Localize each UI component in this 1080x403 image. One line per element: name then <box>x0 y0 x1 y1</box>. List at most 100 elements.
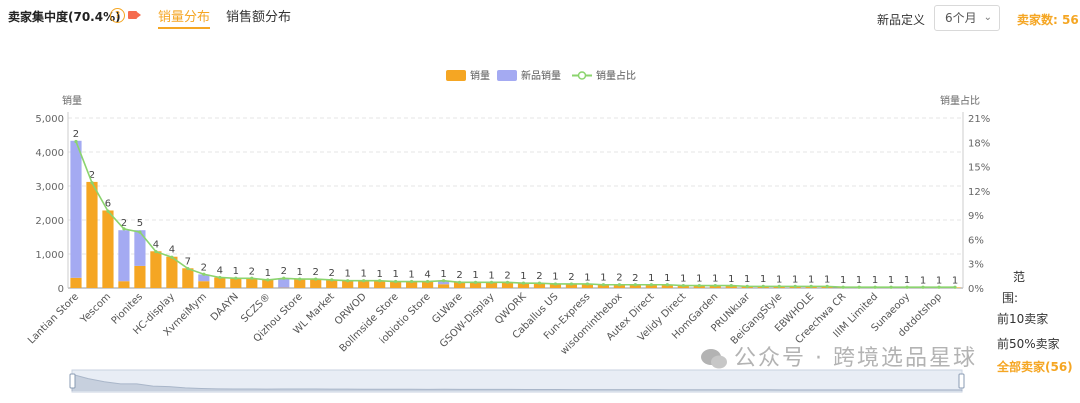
share-point <box>713 283 717 288</box>
bar-sales <box>182 268 194 288</box>
share-point <box>697 283 701 288</box>
bar-top-label: 4 <box>424 270 430 281</box>
bar-top-label: 1 <box>888 275 894 286</box>
bar-sales <box>166 256 178 288</box>
legend-label-0: 销量 <box>470 69 490 82</box>
share-point <box>825 284 829 288</box>
bar-new-sales <box>437 280 450 285</box>
share-point <box>218 275 222 280</box>
share-point <box>473 280 478 284</box>
bar-new-sales <box>198 274 210 282</box>
bar-top-label: 1 <box>824 275 830 286</box>
legend-swatch-1 <box>497 70 517 81</box>
y-right-tick: 15% <box>968 163 990 174</box>
tab-sales-distribution[interactable]: 销量分布 <box>158 6 211 29</box>
bar-sales <box>198 281 210 288</box>
share-point <box>90 181 94 185</box>
video-icon[interactable] <box>128 11 141 19</box>
bar-sales <box>342 280 354 288</box>
share-point <box>585 282 590 286</box>
bar-new-sales <box>278 278 290 288</box>
share-point <box>330 278 334 282</box>
concentration-title: 卖家集中度(70.4%) <box>8 10 121 24</box>
bar-sales <box>453 281 466 288</box>
share-point <box>282 276 286 280</box>
bar-sales <box>118 281 130 288</box>
share-point <box>266 278 270 282</box>
share-point <box>569 282 574 286</box>
bar-top-label: 1 <box>872 275 878 286</box>
y-right-tick: 3% <box>968 260 984 271</box>
zoom-slider-right-handle[interactable] <box>958 373 965 389</box>
share-point <box>537 281 542 285</box>
share-point <box>378 279 382 283</box>
share-point <box>921 285 925 289</box>
bar-top-label: 4 <box>169 245 175 256</box>
bar-top-label: 1 <box>680 273 686 284</box>
bar-top-label: 2 <box>249 266 255 277</box>
share-point <box>234 276 238 280</box>
bar-top-label: 5 <box>137 218 143 229</box>
bar-top-label: 1 <box>952 275 958 286</box>
range-title-line2: 围: <box>1002 291 1019 305</box>
bar-sales <box>406 281 418 288</box>
bar-sales <box>310 279 322 288</box>
seller-count: 卖家数: 56 <box>1017 13 1079 27</box>
zoom-slider-left-handle[interactable] <box>69 373 76 389</box>
share-point <box>649 283 653 287</box>
bar-top-label: 1 <box>472 270 478 281</box>
bar-sales <box>326 279 338 288</box>
wechat-icon <box>701 349 727 369</box>
share-point <box>505 280 510 284</box>
bar-sales <box>549 283 562 288</box>
bar-top-label: 1 <box>920 275 926 286</box>
watermark-text: 公众号 · 跨境选品星球 <box>734 346 977 371</box>
share-point <box>410 279 414 284</box>
share-point <box>170 255 174 259</box>
range-option-top50[interactable]: 前50%卖家 <box>997 337 1060 351</box>
share-point <box>905 285 909 289</box>
share-point <box>601 283 606 287</box>
bar-top-label: 2 <box>201 262 207 273</box>
y-left-tick: 5,000 <box>35 114 64 125</box>
x-tick-label: Yescom <box>78 291 113 326</box>
period-select[interactable]: 6个月 ⌄ <box>934 5 1000 31</box>
bar-top-label: 1 <box>712 274 718 285</box>
range-option-all[interactable]: 全部卖家(56) <box>997 360 1073 374</box>
range-option-top10[interactable]: 前10卖家 <box>997 312 1049 326</box>
bar-top-label: 1 <box>744 274 750 285</box>
share-point <box>521 281 526 285</box>
bar-top-label: 1 <box>488 270 494 281</box>
range-title-line1: 范 <box>1013 270 1026 284</box>
share-point <box>202 272 206 276</box>
bar-top-label: 2 <box>536 271 542 282</box>
help-icon[interactable]: ? <box>110 8 125 23</box>
bar-top-label: 1 <box>233 266 239 277</box>
share-point <box>665 283 669 287</box>
bar-sales <box>374 280 386 288</box>
bar-top-label: 1 <box>776 274 782 285</box>
share-point <box>394 279 398 284</box>
bar-top-label: 1 <box>904 275 910 286</box>
new-product-definition-label: 新品定义 <box>877 13 926 27</box>
bar-top-label: 1 <box>728 274 734 285</box>
y-left-tick: 4,000 <box>35 148 64 159</box>
bar-sales <box>517 282 530 288</box>
y-right-tick: 9% <box>968 211 984 222</box>
bar-top-label: 1 <box>808 275 814 286</box>
share-point <box>457 280 462 284</box>
bar-top-label: 1 <box>520 271 526 282</box>
y-axis-right-title: 销量占比 <box>940 94 980 107</box>
chevron-down-icon: ⌄ <box>983 12 992 23</box>
bar-sales <box>134 265 146 288</box>
share-line <box>75 141 956 288</box>
tab-revenue-distribution[interactable]: 销售额分布 <box>226 10 292 25</box>
bar-top-label: 1 <box>552 272 558 283</box>
share-point <box>298 277 302 281</box>
bar-top-label: 1 <box>696 273 702 284</box>
bar-top-label: 1 <box>392 269 398 280</box>
share-point <box>953 285 957 289</box>
share-point <box>425 279 430 284</box>
bar-top-label: 6 <box>105 198 111 209</box>
bar-top-label: 1 <box>600 272 606 283</box>
